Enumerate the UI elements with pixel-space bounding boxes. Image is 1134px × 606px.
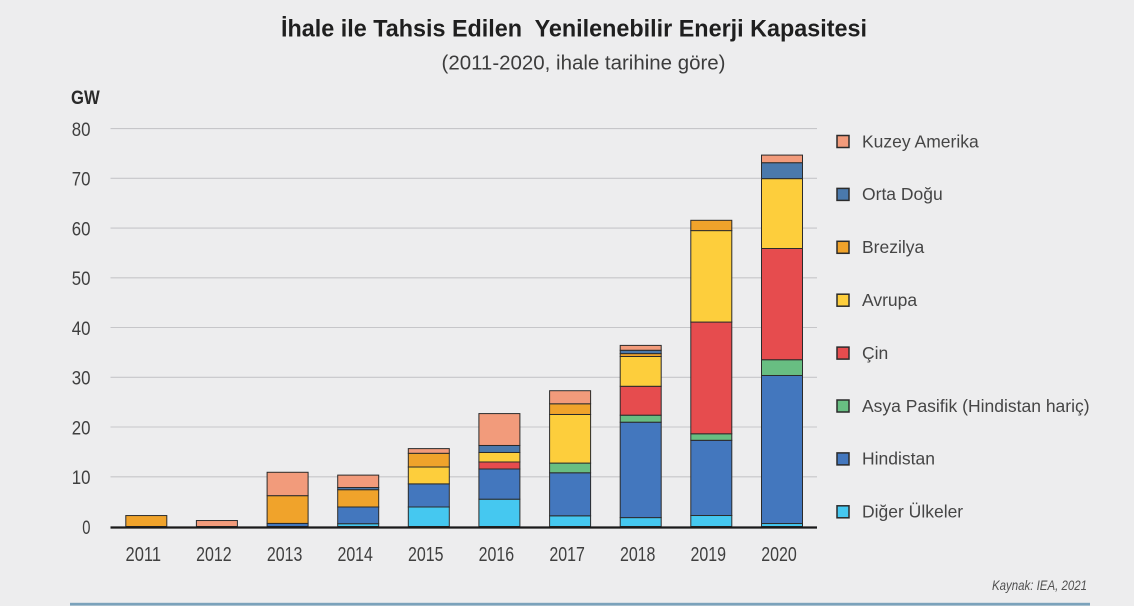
svg-text:(2011-2020, ihale tarihine gör: (2011-2020, ihale tarihine göre) [442, 53, 726, 75]
svg-text:Diğer Ülkeler: Diğer Ülkeler [862, 502, 963, 522]
svg-text:Kaynak: IEA, 2021: Kaynak: IEA, 2021 [992, 577, 1087, 593]
svg-text:20: 20 [72, 418, 91, 439]
svg-text:İhale ile Tahsis Edilen Yenil: İhale ile Tahsis Edilen Yenilenebilir En… [281, 16, 867, 43]
svg-text:2012: 2012 [196, 544, 232, 566]
svg-text:50: 50 [72, 269, 91, 290]
svg-text:70: 70 [72, 170, 91, 191]
svg-text:10: 10 [72, 468, 91, 489]
svg-text:Hindistan: Hindistan [862, 449, 935, 469]
svg-text:60: 60 [72, 219, 91, 240]
svg-text:2013: 2013 [267, 544, 303, 566]
svg-text:2015: 2015 [408, 544, 444, 566]
svg-text:40: 40 [72, 319, 91, 340]
svg-text:Brezilya: Brezilya [862, 237, 925, 257]
svg-text:30: 30 [72, 369, 91, 390]
svg-text:Çin: Çin [862, 343, 888, 363]
svg-text:80: 80 [72, 120, 91, 141]
svg-text:2020: 2020 [761, 544, 797, 566]
svg-text:GW: GW [71, 87, 100, 109]
svg-text:2011: 2011 [126, 544, 162, 566]
svg-text:0: 0 [82, 518, 90, 539]
svg-text:Asya Pasifik (Hindistan hariç): Asya Pasifik (Hindistan hariç) [862, 396, 1090, 416]
svg-text:2014: 2014 [337, 544, 373, 566]
svg-text:2016: 2016 [479, 544, 515, 566]
svg-text:Avrupa: Avrupa [862, 290, 917, 310]
svg-text:Orta Doğu: Orta Doğu [862, 184, 943, 204]
svg-text:2019: 2019 [691, 544, 727, 566]
svg-text:Kuzey Amerika: Kuzey Amerika [862, 131, 979, 151]
svg-text:2018: 2018 [620, 544, 656, 566]
svg-text:2017: 2017 [549, 544, 585, 566]
